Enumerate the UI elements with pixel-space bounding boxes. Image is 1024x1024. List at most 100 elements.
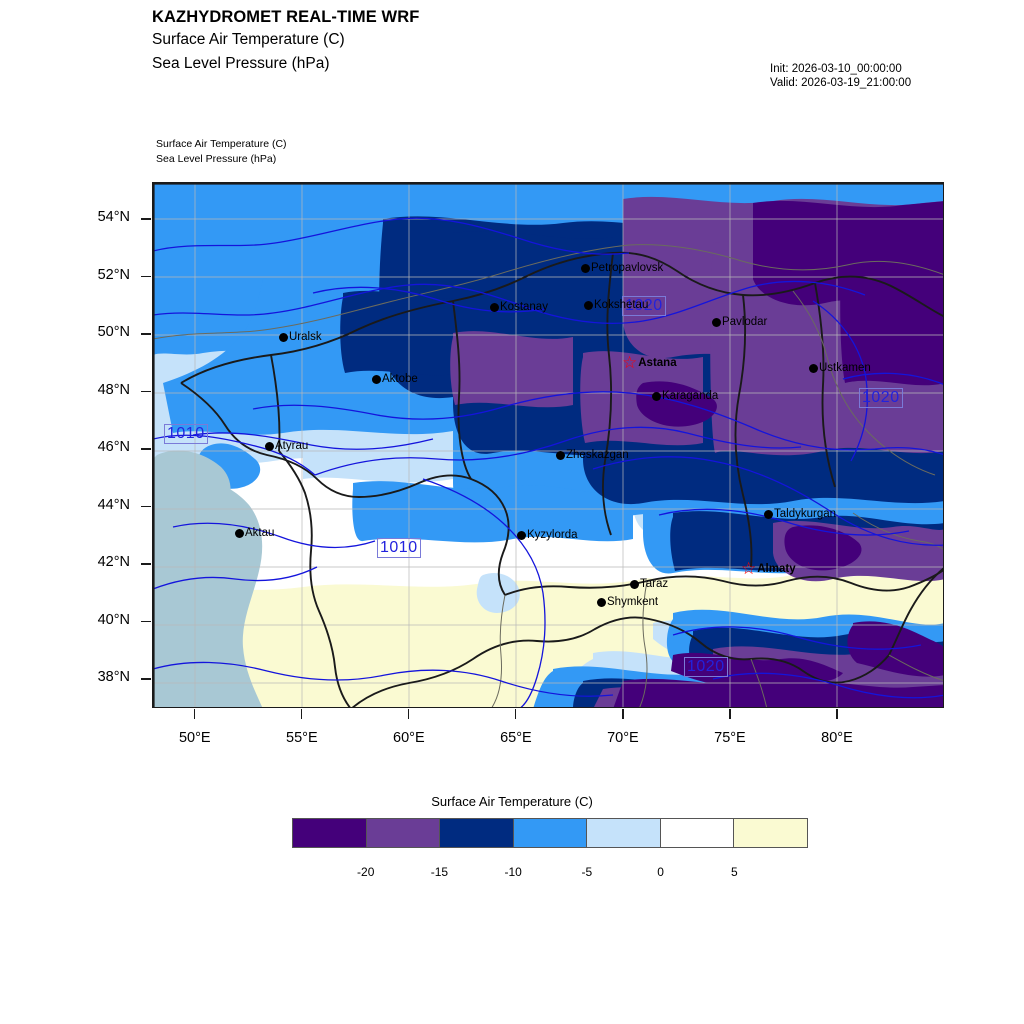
city-marker-kokshetau[interactable]: Kokshetau xyxy=(584,299,648,311)
city-marker-atyrau[interactable]: Atyrau xyxy=(265,440,308,452)
latitude-tick-mark xyxy=(141,620,151,623)
city-label: Uralsk xyxy=(289,331,322,343)
colorbar-segment-3[interactable] xyxy=(513,819,588,847)
colorbar-segment-4[interactable] xyxy=(587,819,661,847)
city-label: Kostanay xyxy=(500,301,548,313)
city-marker-aktobe[interactable]: Aktobe xyxy=(372,373,418,385)
city-marker-pavlodar[interactable]: Pavlodar xyxy=(712,316,767,328)
latitude-tick-mark xyxy=(141,275,151,278)
city-dot-icon xyxy=(372,374,381,384)
isobar-label: 1020 xyxy=(622,296,666,316)
panel-label: Surface Air Temperature (C) Sea Level Pr… xyxy=(156,137,287,166)
latitude-tick-mark xyxy=(141,333,151,335)
latitude-tick-label: 50°N xyxy=(97,324,130,341)
colorbar-segment-0[interactable] xyxy=(293,819,367,847)
regional-borders xyxy=(153,244,943,707)
city-dot-icon xyxy=(556,450,565,460)
city-label: Taldykurgan xyxy=(774,508,837,520)
city-marker-karaganda[interactable]: Karaganda xyxy=(652,390,718,402)
latitude-tick-mark xyxy=(141,505,151,508)
colorbar-segment-5[interactable] xyxy=(660,819,735,847)
city-marker-petropavlovsk[interactable]: Petropavlovsk xyxy=(581,262,663,274)
city-dot-icon xyxy=(235,528,244,538)
longitude-tick-label: 50°E xyxy=(178,730,211,746)
colorbar-tick-label: -15 xyxy=(430,865,449,879)
city-label: Aktobe xyxy=(382,373,418,385)
city-dot-icon xyxy=(597,597,606,607)
latitude-tick-label: 40°N xyxy=(97,611,130,628)
latitude-tick-label: 38°N xyxy=(97,669,130,686)
city-label: Ustkamen xyxy=(819,362,871,374)
latitude-tick-mark xyxy=(141,563,151,565)
page-title: KAZHYDROMET REAL-TIME WRF xyxy=(152,8,420,26)
city-marker-uralsk[interactable]: Uralsk xyxy=(279,331,322,343)
latitude-tick-label: 44°N xyxy=(97,496,130,513)
longitude-tick-mark xyxy=(193,709,196,719)
colorbar-tick-label: -5 xyxy=(581,865,593,879)
city-marker-taraz[interactable]: Taraz xyxy=(630,578,668,590)
city-marker-aktau[interactable]: Aktau xyxy=(235,527,274,539)
colorbar-segment-2[interactable] xyxy=(440,819,514,847)
init-time: Init: 2026-03-10_00:00:00 xyxy=(770,63,902,75)
isobar-label: 1020 xyxy=(684,657,728,677)
city-marker-zheskazgan[interactable]: Zheskazgan xyxy=(556,449,629,461)
city-marker-shymkent[interactable]: Shymkent xyxy=(597,596,658,608)
subtitle-pressure: Sea Level Pressure (hPa) xyxy=(152,55,330,72)
longitude-tick-mark xyxy=(407,709,410,719)
panel-label-temperature: Surface Air Temperature (C) xyxy=(156,138,287,150)
longitude-tick-label: 70°E xyxy=(607,730,639,746)
city-dot-icon xyxy=(809,363,818,373)
panel-label-pressure: Sea Level Pressure (hPa) xyxy=(156,152,277,165)
longitude-tick-label: 75°E xyxy=(714,730,746,746)
city-dot-icon xyxy=(630,579,639,589)
longitude-tick-label: 55°E xyxy=(286,730,318,746)
city-label: Kyzylorda xyxy=(527,529,578,541)
city-dot-icon xyxy=(279,332,288,342)
colorbar-segment-6[interactable] xyxy=(734,819,808,847)
longitude-tick-label: 60°E xyxy=(393,730,425,746)
city-marker-astana[interactable]: ☆ Astana xyxy=(622,354,677,371)
isobar-label: 1010 xyxy=(377,538,421,558)
city-label: Astana xyxy=(638,356,677,369)
city-label: Aktau xyxy=(245,527,275,539)
latitude-tick-mark xyxy=(141,218,151,220)
city-label: Pavlodar xyxy=(722,316,768,328)
latitude-tick-label: 54°N xyxy=(97,209,130,226)
map-canvas xyxy=(153,183,943,707)
latitude-tick-mark xyxy=(141,448,151,450)
city-marker-kostanay[interactable]: Kostanay xyxy=(490,301,548,313)
colorbar-segment-1[interactable] xyxy=(366,819,441,847)
city-dot-icon xyxy=(517,530,526,540)
colorbar[interactable] xyxy=(292,818,808,848)
city-marker-ustkamen[interactable]: Ustkamen xyxy=(809,362,871,374)
city-dot-icon xyxy=(584,300,593,310)
city-dot-icon xyxy=(764,509,773,519)
colorbar-title: Surface Air Temperature (C) xyxy=(431,794,593,809)
longitude-tick-mark xyxy=(300,709,303,719)
latitude-tick-label: 46°N xyxy=(97,439,130,456)
latitude-tick-mark xyxy=(141,390,151,393)
city-label: Atyrau xyxy=(275,440,309,452)
city-marker-kyzylorda[interactable]: Kyzylorda xyxy=(517,529,578,541)
city-label: Almaty xyxy=(757,562,796,575)
city-marker-taldykurgan[interactable]: Taldykurgan xyxy=(764,508,836,520)
city-label: Karaganda xyxy=(662,390,719,402)
temperature-field xyxy=(153,183,943,707)
colorbar-tick-label: 0 xyxy=(657,865,664,879)
valid-time: Valid: 2026-03-19_21:00:00 xyxy=(770,77,912,89)
city-marker-almaty[interactable]: ☆ Almaty xyxy=(741,560,796,577)
city-dot-icon xyxy=(712,317,721,327)
longitude-tick-label: 80°E xyxy=(821,730,853,746)
latitude-tick-mark xyxy=(141,678,151,680)
colorbar-tick-label: 5 xyxy=(730,865,738,879)
latitude-tick-label: 52°N xyxy=(97,266,130,283)
weather-map[interactable] xyxy=(152,182,944,708)
longitude-tick-mark xyxy=(621,709,624,719)
longitude-tick-label: 65°E xyxy=(500,730,532,746)
longitude-tick-mark xyxy=(514,709,517,719)
colorbar-tick-label: -10 xyxy=(504,865,522,879)
model-run-info: Init: 2026-03-10_00:00:00 Valid: 2026-03… xyxy=(770,62,911,90)
longitude-tick-mark xyxy=(835,709,838,719)
isobar-label: 1010 xyxy=(164,424,208,444)
city-dot-icon xyxy=(490,302,499,312)
